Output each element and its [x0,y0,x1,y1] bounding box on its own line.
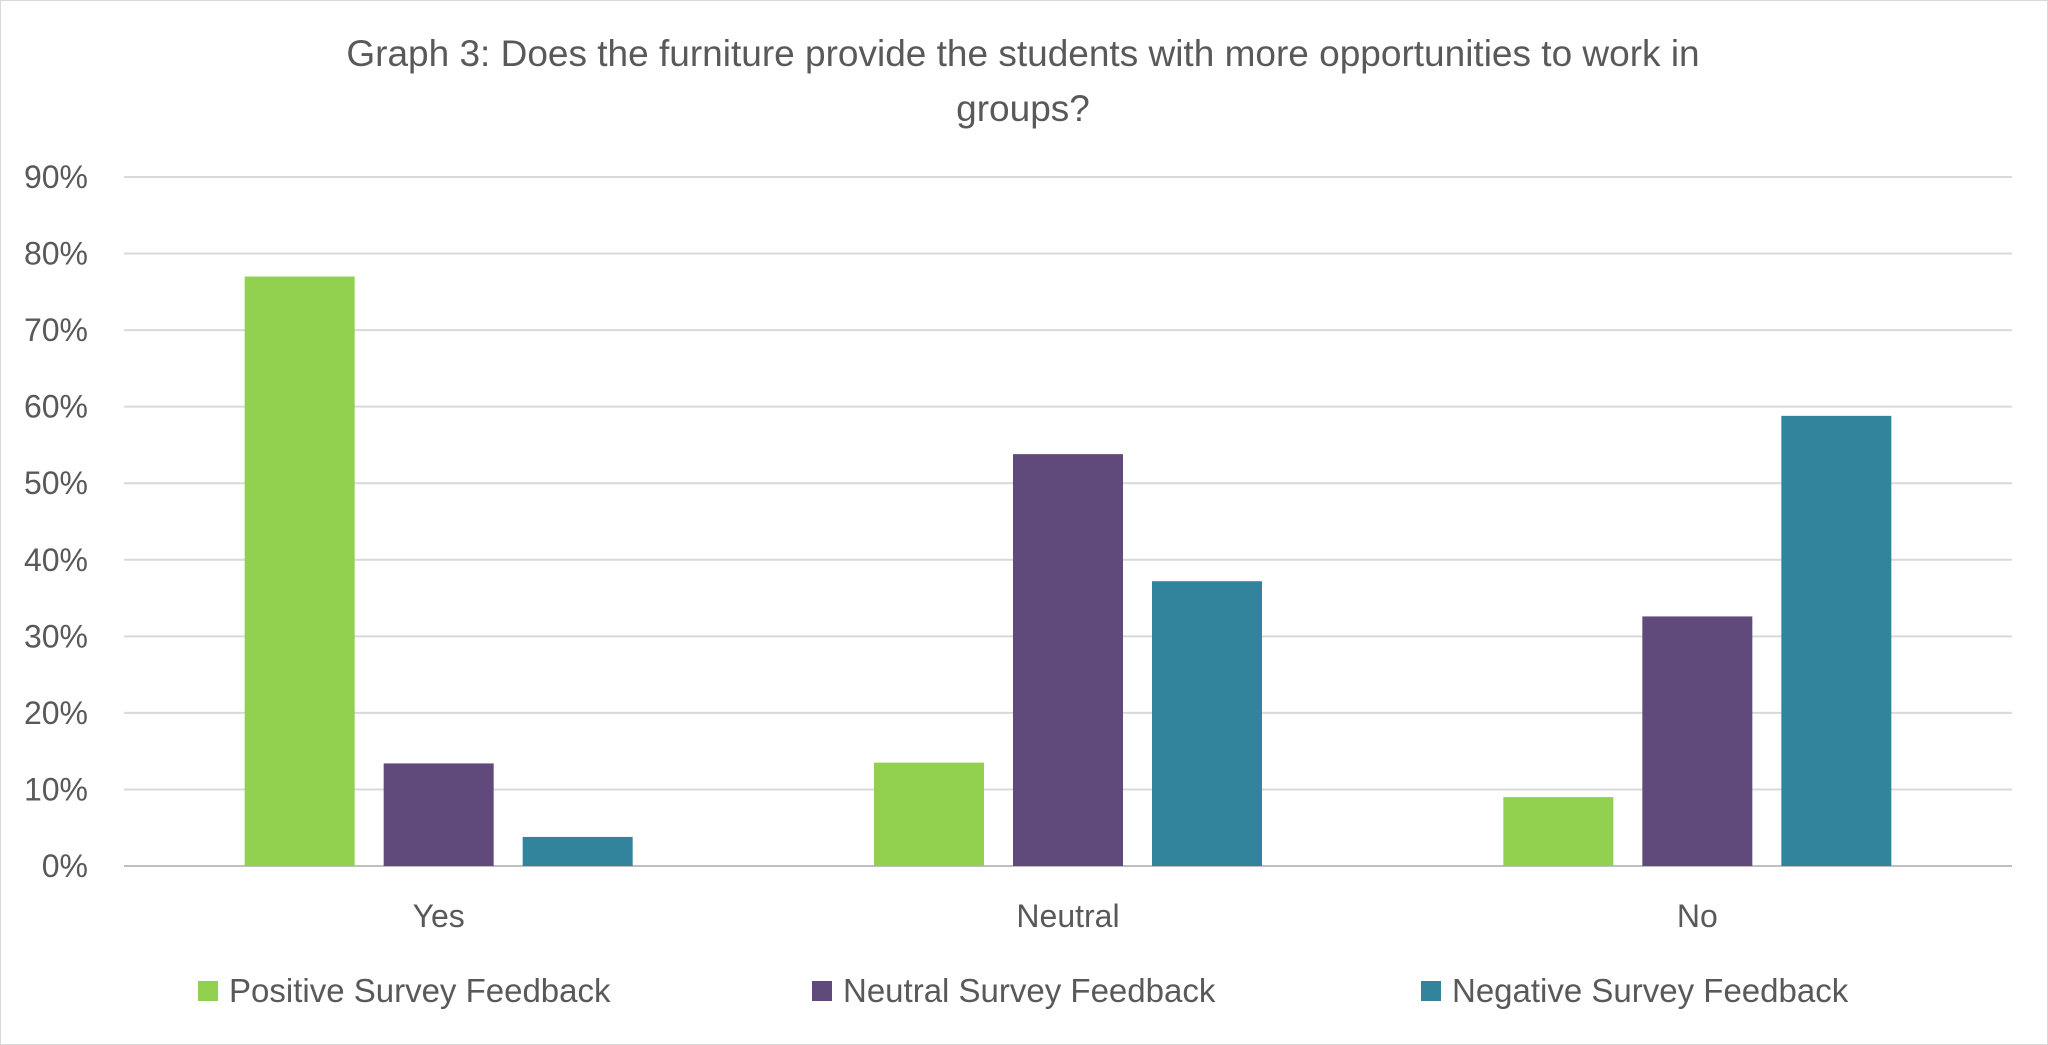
y-tick-label: 0% [42,848,88,884]
y-tick-label: 80% [24,236,88,272]
y-tick-label: 70% [24,312,88,348]
x-axis-ticks: Yes Neutral No [413,898,1718,934]
y-tick-label: 30% [24,618,88,654]
y-tick-label: 60% [24,389,88,425]
y-tick-label: 20% [24,695,88,731]
bar-no-positive [1503,797,1614,866]
y-tick-label: 40% [24,542,88,578]
bar-neutral-negative [1152,581,1262,866]
bar-yes-negative [522,836,633,866]
legend-label: Negative Survey Feedback [1452,972,1849,1009]
legend-swatch [812,981,832,1001]
x-tick-label: Yes [413,898,465,934]
x-tick-label: Neutral [1016,898,1119,934]
x-tick-label: No [1677,898,1718,934]
y-tick-label: 50% [24,465,88,501]
legend-swatch [198,981,218,1001]
legend-label: Positive Survey Feedback [229,972,611,1009]
y-tick-label: 10% [24,771,88,807]
y-axis-ticks: 0% 10% 20% 30% 40% 50% 60% 70% 80% 90% [24,159,88,884]
legend-swatch [1421,981,1441,1001]
bar-no-negative [1781,415,1892,866]
bar-neutral-positive [874,762,984,866]
chart-title-line-1: Graph 3: Does the furniture provide the … [346,33,1699,74]
y-tick-label: 90% [24,159,88,195]
bar-no-neutral [1642,616,1753,866]
chart-title-line-2: groups? [956,88,1090,129]
bar-yes-positive [244,276,355,866]
bar-yes-neutral [383,763,494,866]
bar-neutral-neutral [1013,454,1123,866]
legend-label: Neutral Survey Feedback [843,972,1216,1009]
bars [244,276,1892,866]
legend: Positive Survey Feedback Neutral Survey F… [198,972,1849,1009]
